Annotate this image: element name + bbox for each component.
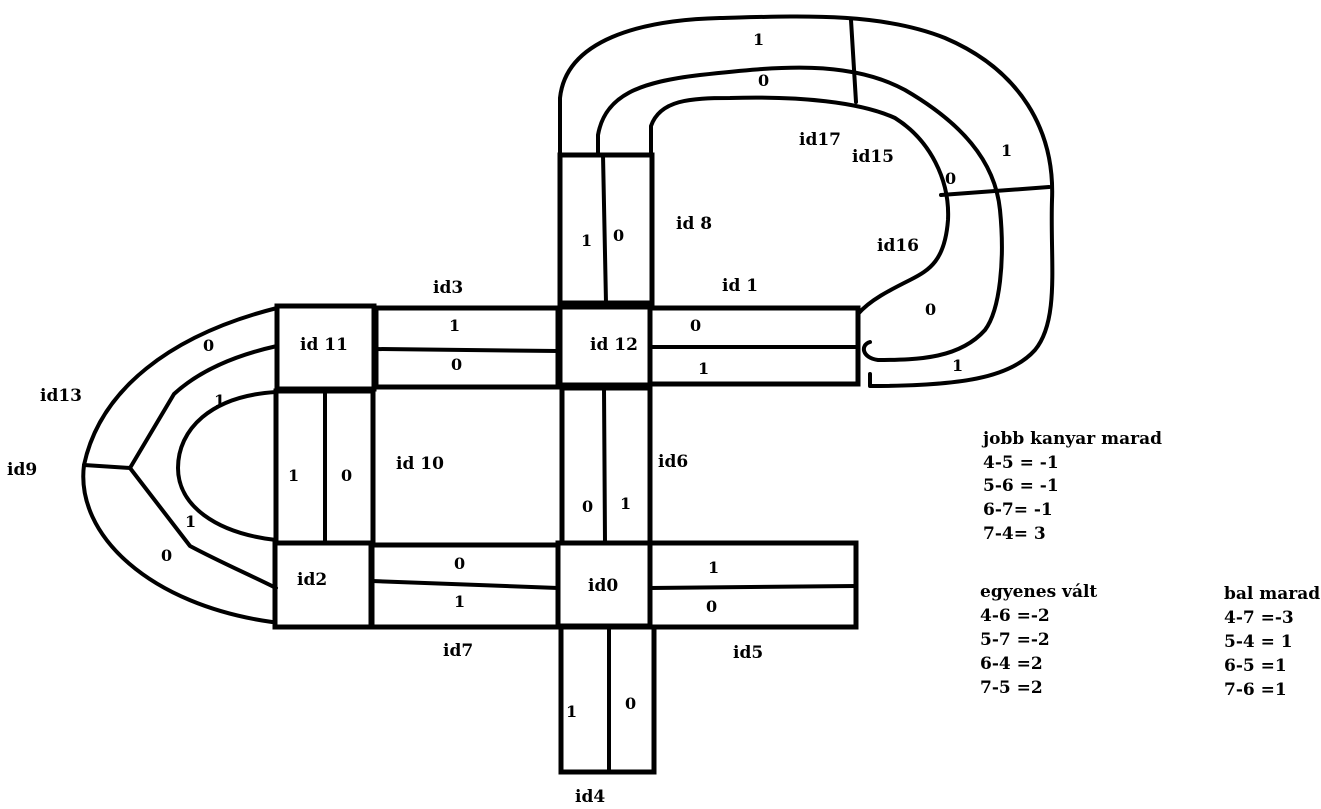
lane-id8-right: 0 — [613, 226, 624, 245]
lane-id3-bottom: 0 — [451, 355, 462, 374]
lane-loop-outer-top: 1 — [753, 30, 764, 49]
loop-left-branch-upper — [128, 344, 279, 470]
label-id11: id 11 — [300, 335, 348, 355]
lane-id10-right: 0 — [341, 466, 352, 485]
junction-id12 — [557, 304, 653, 388]
label-id5: id5 — [733, 643, 763, 663]
notes-left-turn-line: 6-5 =1 — [1224, 656, 1287, 676]
lane-id6-right: 1 — [620, 494, 631, 513]
notes-right-turn-line: 5-6 = -1 — [983, 476, 1059, 496]
label-id13: id13 — [40, 386, 82, 406]
notes-left-turn-line: 5-4 = 1 — [1224, 632, 1293, 652]
notes-right-turn-line: 6-7= -1 — [983, 500, 1053, 520]
notes-right-turn: jobb kanyar marad 4-5 = -1 5-6 = -1 6-7=… — [981, 429, 1162, 544]
lane-id7-bottom: 1 — [454, 592, 465, 611]
loop-outer-track — [558, 14, 1055, 388]
label-id4: id4 — [575, 787, 605, 807]
loop-left-inner — [176, 390, 278, 542]
lane-divider-id3 — [374, 347, 560, 353]
label-id7: id7 — [443, 641, 473, 661]
lane-id10-left: 1 — [288, 466, 299, 485]
lane-id6-left: 0 — [582, 497, 593, 516]
lane-loop-outer-bottom: 1 — [952, 356, 963, 375]
lane-divider-id7 — [370, 579, 560, 590]
lane-id1-bottom: 1 — [698, 359, 709, 378]
notes-straight-line: 6-4 =2 — [980, 654, 1043, 674]
lane-divider-id6 — [602, 386, 607, 545]
lane-loop-inner-bottom: 0 — [925, 300, 936, 319]
label-id10: id 10 — [396, 454, 444, 474]
label-id6: id6 — [658, 452, 688, 472]
label-id8: id 8 — [676, 214, 712, 234]
loop-middle-track — [596, 65, 1004, 362]
lane-id4-left: 1 — [566, 702, 577, 721]
label-id2: id2 — [297, 570, 327, 590]
label-id15: id15 — [852, 147, 894, 167]
lane-id8-left: 1 — [581, 231, 592, 250]
label-id12: id 12 — [590, 335, 638, 355]
label-id0: id0 — [588, 576, 618, 596]
notes-left-turn: bal marad 4-7 =-3 5-4 = 1 6-5 =1 7-6 =1 — [1224, 584, 1320, 700]
loop-cross-divider-right — [939, 185, 1051, 197]
notes-left-turn-title: bal marad — [1224, 584, 1320, 604]
lane-id3-top: 1 — [449, 316, 460, 335]
lane-id5-top: 1 — [708, 558, 719, 577]
junction-id2 — [272, 540, 374, 630]
notes-right-turn-title: jobb kanyar marad — [981, 429, 1162, 449]
lane-loop-inner-top: 0 — [758, 71, 769, 90]
notes-left-turn-line: 4-7 =-3 — [1224, 608, 1294, 628]
notes-straight-line: 4-6 =-2 — [980, 606, 1050, 626]
lane-id13-inner: 1 — [214, 391, 225, 410]
notes-left-turn-line: 7-6 =1 — [1224, 680, 1287, 700]
loop-inner-track — [649, 95, 951, 316]
label-id9: id9 — [7, 460, 37, 480]
lane-loop-inner-right: 0 — [945, 169, 956, 188]
lane-id7-top: 0 — [454, 554, 465, 573]
label-id3: id3 — [433, 278, 463, 298]
notes-straight-line: 7-5 =2 — [980, 678, 1043, 698]
lane-id5-bottom: 0 — [706, 597, 717, 616]
lane-divider-id8 — [601, 153, 608, 305]
loop-left-spur — [82, 463, 132, 470]
junction-id0 — [555, 540, 653, 629]
lane-id13-outer: 0 — [203, 336, 214, 355]
lane-divider-id5 — [648, 584, 858, 590]
label-id16: id16 — [877, 236, 919, 256]
label-id17: id17 — [799, 130, 841, 150]
notes-right-turn-line: 4-5 = -1 — [983, 453, 1059, 473]
loop-cross-divider-top — [849, 18, 858, 104]
lane-id4-right: 0 — [625, 694, 636, 713]
loop-left-branch-lower — [128, 466, 278, 590]
notes-right-turn-line: 7-4= 3 — [983, 524, 1046, 544]
lane-id9-outer: 0 — [161, 546, 172, 565]
lane-loop-outer-right: 1 — [1001, 141, 1012, 160]
lane-id1-top: 0 — [690, 316, 701, 335]
notes-straight-title: egyenes vált — [980, 582, 1097, 602]
label-id1: id 1 — [722, 276, 758, 296]
notes-straight: egyenes vált 4-6 =-2 5-7 =-2 6-4 =2 7-5 … — [980, 582, 1097, 698]
notes-straight-line: 5-7 =-2 — [980, 630, 1050, 650]
lane-id9-inner: 1 — [185, 512, 196, 531]
